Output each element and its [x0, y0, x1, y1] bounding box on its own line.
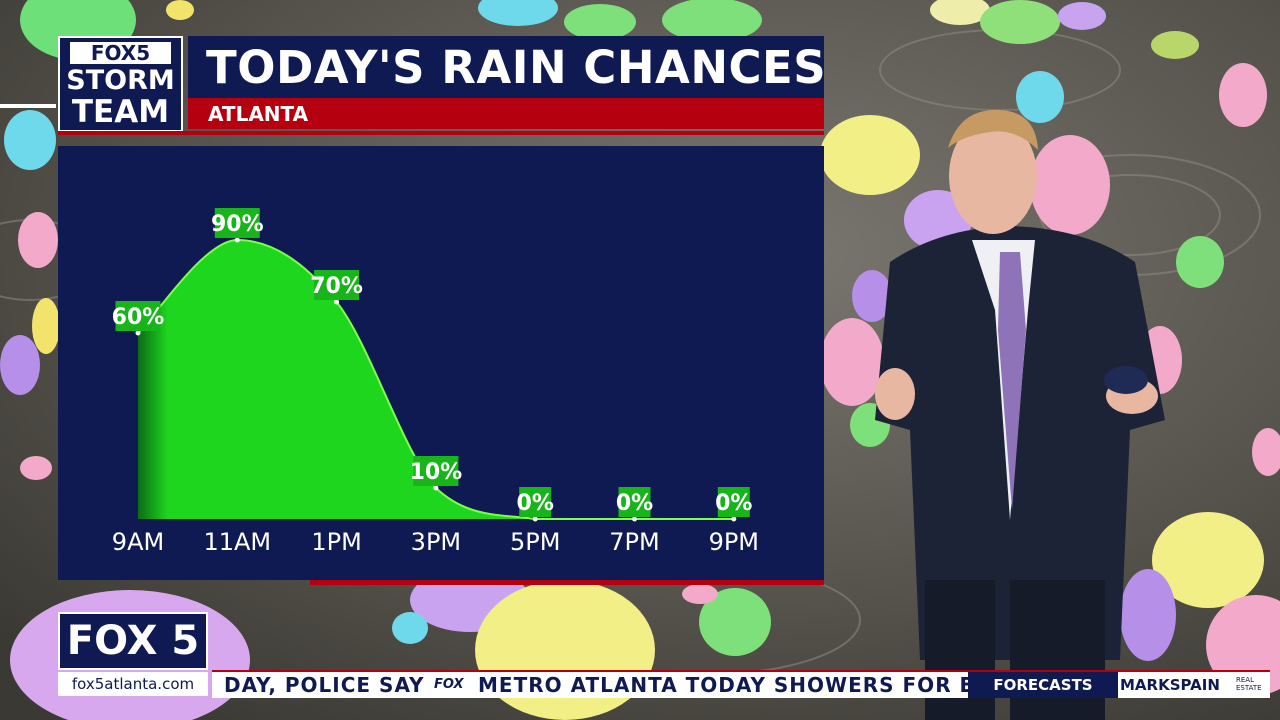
ticker-category-tab: FORECASTS	[968, 670, 1118, 698]
data-point	[731, 516, 737, 522]
data-label: 0%	[616, 487, 653, 517]
rain-chance-area	[138, 240, 734, 519]
data-point	[532, 516, 538, 522]
x-tick-label: 9AM	[112, 528, 164, 556]
x-tick-label: 9PM	[709, 528, 759, 556]
data-label-box	[717, 487, 750, 517]
data-point	[433, 485, 439, 491]
website-url: fox5atlanta.com	[71, 675, 195, 693]
chart-svg: 60% 9AM 90% 11AM 70% 1PM 10% 3PM 0% 5PM 0% 7PM 0% 9PM	[112, 208, 759, 556]
data-point	[632, 516, 637, 522]
title-bar: TODAY'S RAIN CHANCES	[188, 36, 827, 98]
data-label: 70%	[310, 270, 363, 300]
data-label: 0%	[517, 487, 554, 517]
data-label-text: 10%	[410, 460, 463, 485]
data-label-text: 0%	[616, 491, 653, 516]
chart-underline	[310, 580, 824, 585]
header-underline	[58, 131, 824, 135]
x-tick-label: 1PM	[311, 528, 361, 556]
data-point	[334, 299, 340, 305]
storm-team-logo: FOX5 STORM TEAM	[58, 36, 183, 132]
data-label: 90%	[211, 208, 264, 238]
location-label: ATLANTA	[208, 102, 309, 126]
data-label-text: 70%	[310, 274, 363, 299]
logo-fox5-text: FOX5	[70, 42, 171, 64]
data-label-box	[115, 301, 161, 331]
chart-title: TODAY'S RAIN CHANCES	[206, 41, 827, 94]
data-label: 0%	[715, 487, 752, 517]
data-label-box	[214, 208, 260, 238]
data-point	[135, 330, 141, 336]
data-label-box	[413, 456, 459, 486]
x-tick-label: 3PM	[411, 528, 461, 556]
ticker-text-headline: DAY, POLICE SAY	[224, 673, 425, 697]
data-label-text: 0%	[715, 491, 752, 516]
data-label-box	[618, 487, 651, 517]
fox5-logo-text: FOX 5	[66, 618, 200, 664]
sponsor-name: MARKSPAIN	[1120, 676, 1220, 694]
ticker-text-forecast: METRO ATLANTA TODAY SHOWERS FOR EA	[478, 673, 972, 697]
data-label: 60%	[112, 301, 165, 331]
data-label-text: 90%	[211, 212, 264, 237]
x-tick-label: 11AM	[203, 528, 271, 556]
ticker-fox-logo: FOX	[434, 677, 464, 692]
data-label-box	[314, 270, 360, 300]
fox5-logo: FOX 5	[58, 612, 208, 670]
data-point	[234, 237, 240, 243]
news-ticker: DAY, POLICE SAY FOX METRO ATLANTA TODAY …	[212, 670, 972, 698]
rain-chance-chart: 60% 9AM 90% 11AM 70% 1PM 10% 3PM 0% 5PM 0% 7PM 0% 9PM	[58, 146, 824, 580]
website-bar: fox5atlanta.com	[58, 672, 208, 696]
data-label-text: 0%	[517, 491, 554, 516]
data-label-box	[519, 487, 552, 517]
data-label: 10%	[410, 456, 463, 486]
data-label-text: 60%	[112, 305, 165, 330]
sponsor-subtext: REAL ESTATE	[1236, 676, 1262, 692]
logo-team-text: TEAM	[71, 94, 170, 130]
x-tick-label: 7PM	[609, 528, 659, 556]
decorative-line	[0, 104, 56, 108]
x-tick-label: 5PM	[510, 528, 560, 556]
sponsor-logo: MARKSPAIN REAL ESTATE	[1118, 670, 1270, 698]
logo-storm-text: STORM	[66, 65, 175, 96]
location-bar: ATLANTA	[188, 98, 824, 129]
ticker-category-label: FORECASTS	[993, 676, 1093, 694]
